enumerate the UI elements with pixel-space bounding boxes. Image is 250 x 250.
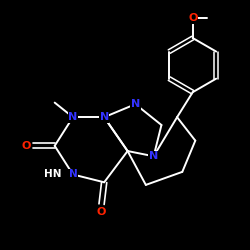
Text: N: N — [149, 151, 158, 161]
Text: N: N — [100, 112, 109, 122]
Text: O: O — [188, 13, 198, 23]
Text: O: O — [22, 141, 31, 151]
Text: N: N — [68, 170, 77, 179]
Text: O: O — [97, 207, 106, 217]
Text: N: N — [68, 112, 78, 122]
Text: N: N — [131, 99, 140, 109]
Text: HN: HN — [44, 170, 62, 179]
